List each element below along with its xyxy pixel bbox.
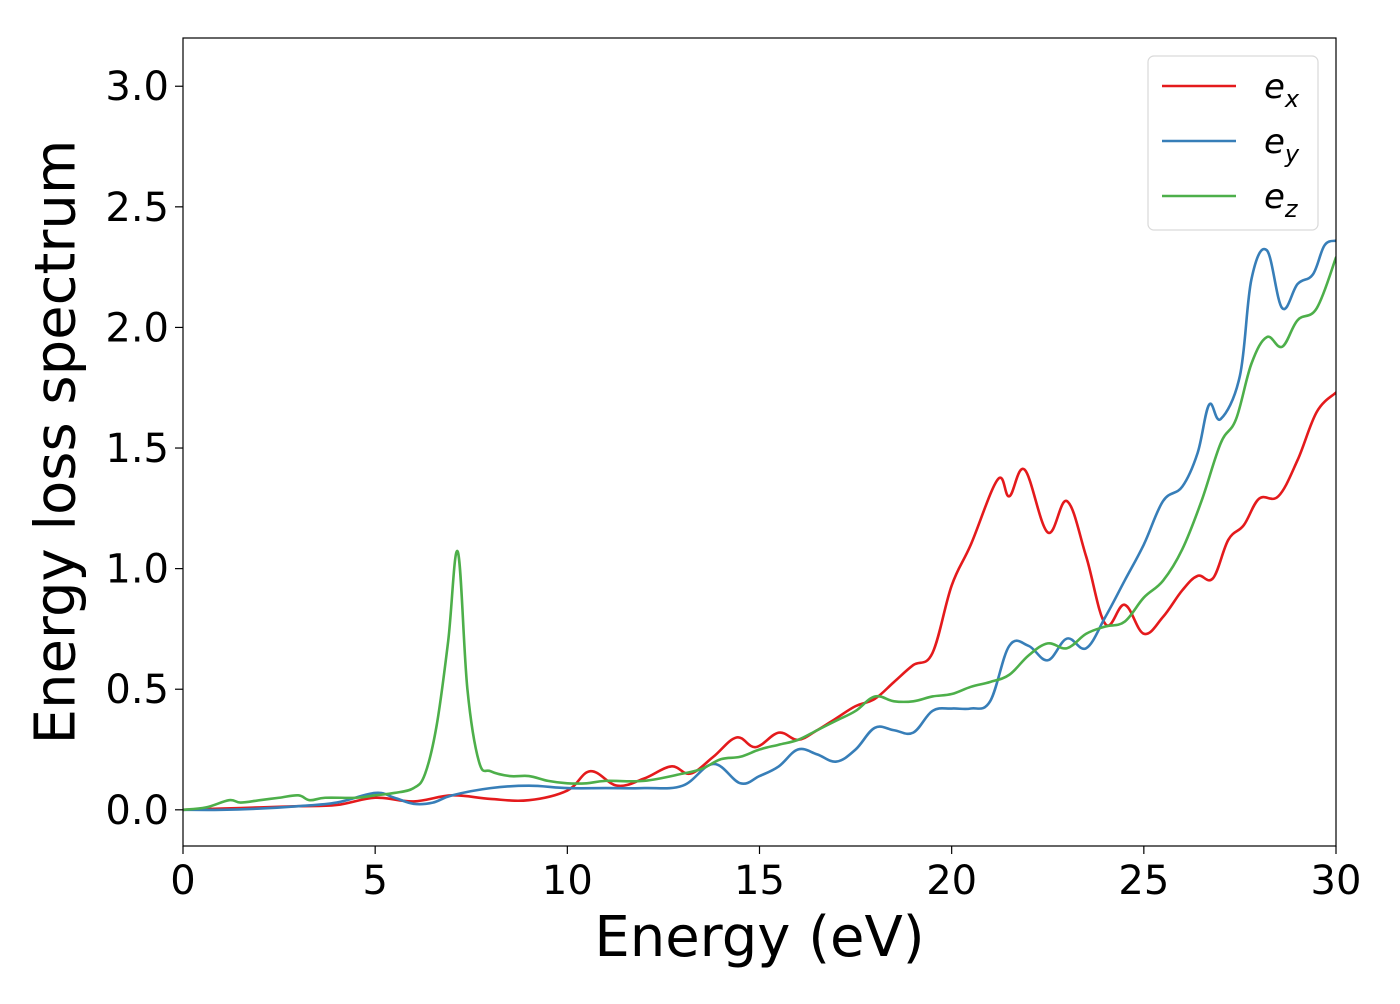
- legend: ex ey ez: [1147, 55, 1319, 231]
- series-line-y: [183, 239, 1336, 812]
- x-tick-label: 0: [170, 858, 195, 904]
- y-tick-label: 2.5: [105, 185, 169, 231]
- series-line-z: [183, 256, 1336, 812]
- x-tick-label: 30: [1311, 858, 1362, 904]
- x-tick-label: 20: [926, 858, 977, 904]
- x-tick-label: 25: [1118, 858, 1169, 904]
- y-tick-label: 2.0: [105, 305, 169, 351]
- legend-box: [1147, 55, 1319, 231]
- x-axis-ticks: 0 5 10 15 20 25 30: [170, 846, 1361, 904]
- y-tick-label: 3.0: [105, 64, 169, 110]
- legend-label-y: ey: [1264, 122, 1300, 168]
- x-tick-label: 5: [362, 858, 387, 904]
- y-axis-title: Energy loss spectrum: [24, 140, 89, 745]
- y-tick-label: 1.0: [105, 547, 169, 593]
- y-tick-label: 0.5: [105, 667, 169, 713]
- legend-label-z: ez: [1264, 177, 1299, 223]
- y-tick-label: 1.5: [105, 426, 169, 472]
- y-tick-label: 0.0: [105, 788, 169, 834]
- y-axis-ticks: 0.0 0.5 1.0 1.5 2.0 2.5 3.0: [105, 64, 183, 834]
- series-layer: [183, 239, 1336, 812]
- series-line-x: [183, 391, 1336, 812]
- x-tick-label: 15: [734, 858, 785, 904]
- x-tick-label: 10: [542, 858, 593, 904]
- legend-label-x: ex: [1264, 67, 1300, 113]
- x-axis-title: Energy (eV): [594, 905, 924, 970]
